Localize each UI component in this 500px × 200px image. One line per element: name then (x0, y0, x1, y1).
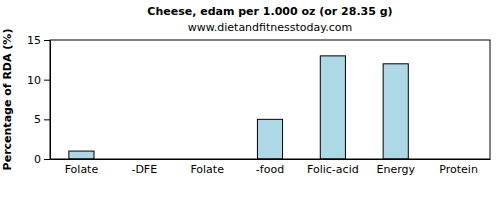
bar (69, 151, 94, 159)
bars (69, 56, 408, 159)
x-tick-label: Folate (190, 163, 224, 176)
title: Cheese, edam per 1.000 oz (or 28.35 g) (147, 5, 392, 18)
y-tick-mark (44, 159, 50, 160)
x-tick: Folate (65, 159, 99, 176)
x-tick-label: Energy (376, 163, 415, 176)
x-axis: Folate -DFE Folate -food Folic-acid Energy Pro… (51, 159, 491, 176)
bar (383, 64, 408, 159)
x-tick-label: -food (256, 163, 284, 176)
x-axis-line (51, 159, 491, 160)
y-axis-line (50, 41, 51, 160)
y-tick-label: 10 (27, 74, 41, 87)
x-tick: Energy (376, 159, 415, 176)
x-tick-label: Folic-acid (307, 163, 359, 176)
y-tick: 5 (34, 113, 50, 126)
y-axis: 0 5 10 15 (27, 34, 51, 166)
x-tick: -DFE (131, 159, 157, 176)
y-tick-mark (44, 119, 50, 120)
x-tick: Folate (190, 159, 224, 176)
y-tick: 0 (34, 153, 50, 166)
x-tick-label: Protein (439, 163, 478, 176)
y-tick-mark (44, 80, 50, 81)
bar (320, 56, 345, 159)
y-tick-label: 5 (34, 113, 41, 126)
x-tick: Protein (439, 159, 478, 176)
x-tick: Folic-acid (307, 159, 359, 176)
x-tick-label: Folate (65, 163, 99, 176)
subtitle: www.dietandfitnesstoday.com (188, 21, 352, 34)
plot-frame (50, 40, 490, 159)
chart: 0 5 10 15 Folate -DFE Folate -food Folic-acid Ene… (0, 0, 500, 200)
y-tick-mark (44, 40, 50, 41)
x-tick: -food (256, 159, 284, 176)
y-tick: 15 (27, 34, 50, 47)
y-axis-title: Percentage of RDA (%) (1, 29, 14, 171)
plot: 0 5 10 15 Folate -DFE Folate -food Folic-acid Ene… (27, 34, 491, 176)
y-tick: 10 (27, 74, 50, 87)
x-tick-label: -DFE (131, 163, 157, 176)
bar (257, 119, 282, 159)
y-tick-label: 0 (34, 153, 41, 166)
y-tick-label: 15 (27, 34, 41, 47)
